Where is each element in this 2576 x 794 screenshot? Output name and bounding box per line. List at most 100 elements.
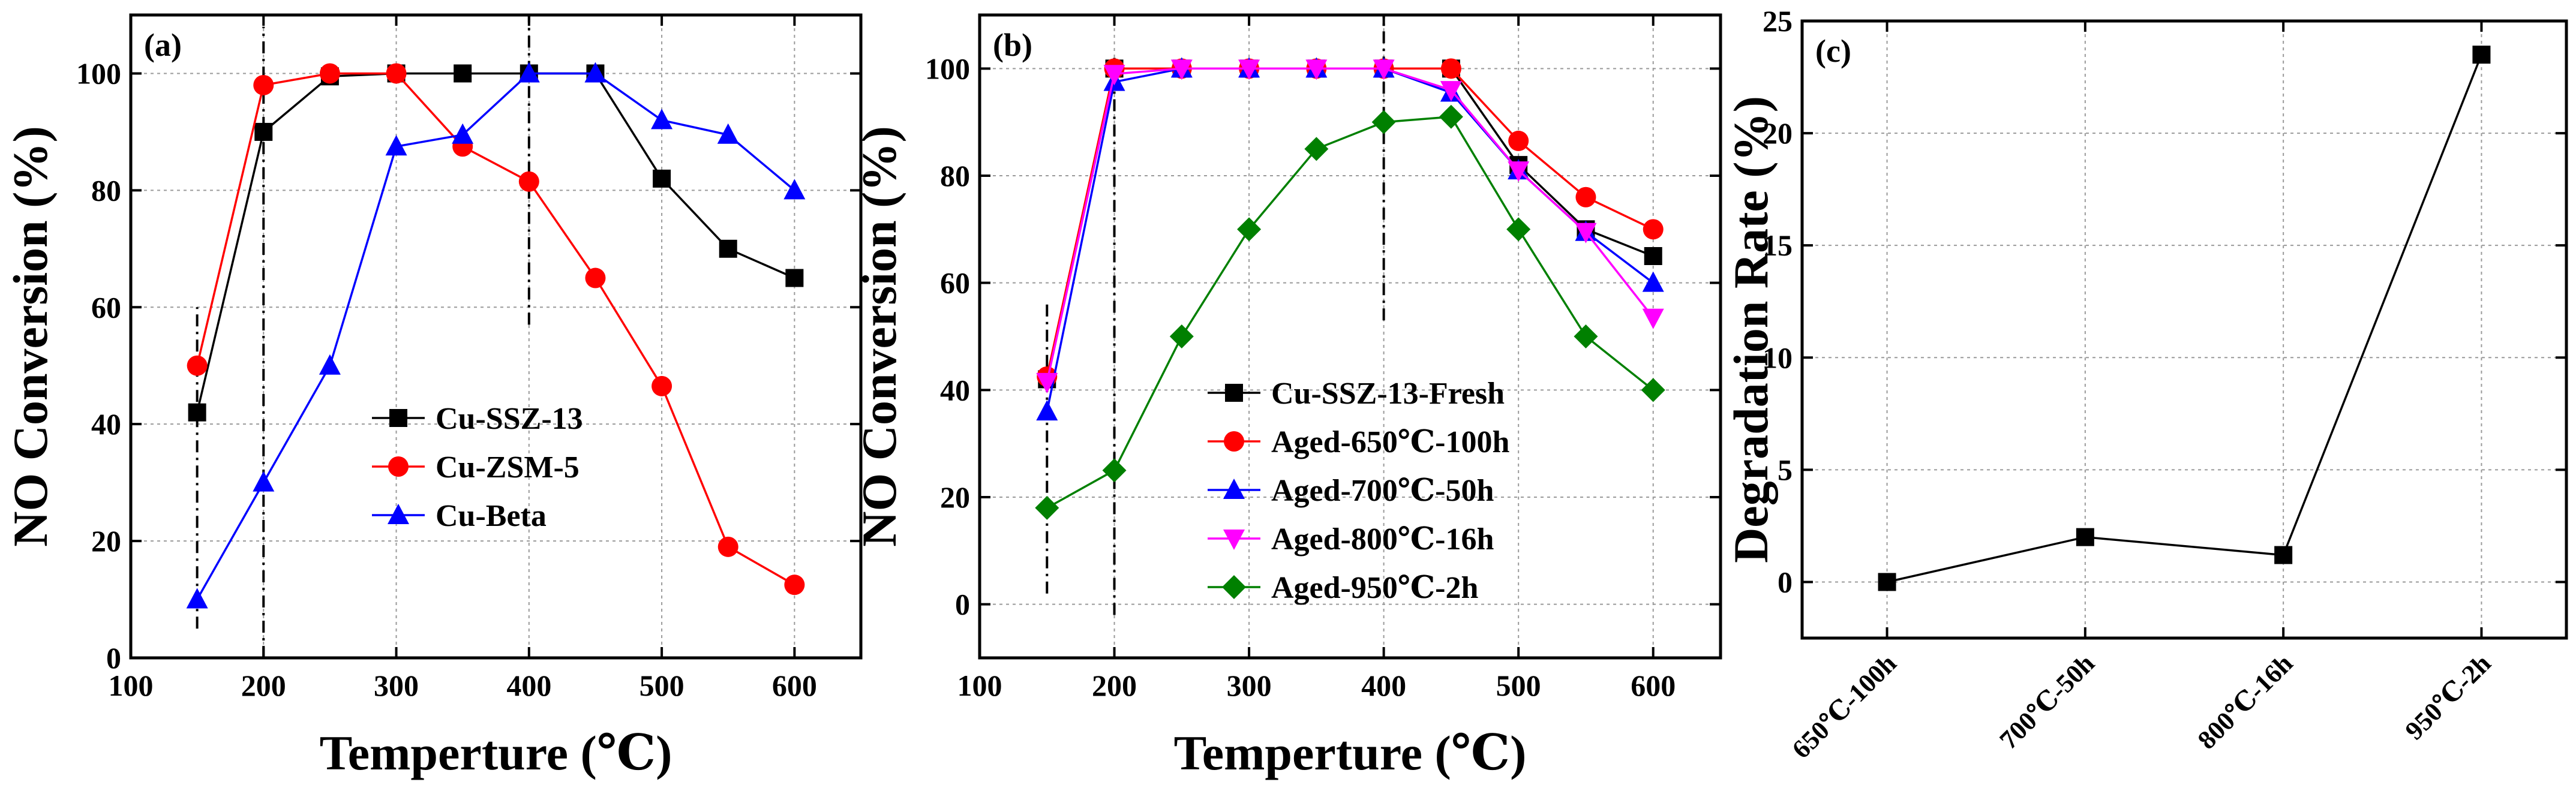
data-point — [1373, 59, 1395, 80]
y-tick-label: 5 — [1778, 453, 1793, 486]
data-point — [2274, 546, 2293, 564]
data-point — [1169, 324, 1194, 348]
series-line-2 — [196, 72, 795, 586]
data-point — [719, 239, 737, 258]
legend-label: Cu-SSZ-13 — [436, 402, 583, 436]
legend-label: Cu-Beta — [436, 499, 547, 533]
data-point — [253, 471, 275, 492]
chart-panel-1: 0 20 40 60 80 100 100 200 300 400 500 600 Temperture… — [3, 13, 863, 780]
data-point — [186, 588, 208, 609]
data-point — [653, 169, 671, 188]
legend-label: Cu-ZSM-5 — [436, 450, 580, 485]
y-tick-label: 100 — [76, 56, 121, 90]
x-tick-label: 100 — [957, 669, 1002, 702]
data-point — [717, 123, 739, 144]
x-tick-label: 400 — [1361, 669, 1406, 702]
data-point — [1036, 372, 1058, 393]
data-point — [319, 63, 340, 84]
data-point — [1642, 308, 1664, 329]
data-point — [518, 171, 539, 192]
data-point — [584, 62, 607, 83]
legend-marker — [1224, 431, 1244, 452]
data-point — [1575, 222, 1597, 243]
y-tick-label: 20 — [940, 480, 970, 514]
x-tick-label: 200 — [241, 669, 286, 702]
legend-marker — [1223, 530, 1245, 550]
data-point — [1103, 65, 1125, 86]
data-point — [1170, 59, 1193, 80]
data-point — [1643, 219, 1664, 240]
data-point — [187, 355, 208, 376]
series-line-1 — [1046, 67, 1654, 380]
x-category-label: 650℃-100h — [1787, 648, 1902, 764]
y-tick-label: 60 — [91, 290, 121, 324]
y-axis-title: Degradation Rate (%) — [1724, 96, 1778, 563]
x-axis-title: Temperture (℃) — [320, 726, 672, 780]
data-point — [1641, 378, 1665, 402]
y-tick-label: 0 — [1778, 565, 1793, 598]
y-tick-label: 15 — [1763, 228, 1793, 262]
data-point — [783, 179, 806, 200]
x-tick-label: 300 — [1227, 669, 1272, 702]
chart-panel-2: 0 20 40 60 80 100 100 200 300 400 500 600 Temperture… — [852, 13, 1722, 780]
data-point — [253, 74, 274, 95]
y-tick-label: 60 — [940, 266, 970, 300]
data-point — [386, 63, 407, 84]
data-point — [1102, 458, 1127, 483]
x-tick-label: 100 — [109, 669, 154, 702]
data-point — [1878, 573, 1896, 591]
data-point — [2076, 528, 2094, 546]
legend: Cu-SSZ-13 Cu-ZSM-5 Cu-Beta — [372, 402, 583, 533]
legend: Cu-SSZ-13-Fresh Aged-650℃-100h Aged-700℃-5… — [1208, 377, 1509, 605]
data-point — [385, 135, 407, 156]
data-point — [717, 536, 738, 557]
y-tick-label: 40 — [91, 407, 121, 441]
data-point — [1439, 104, 1463, 129]
data-point — [1440, 81, 1462, 102]
plot-frame — [1800, 19, 2568, 640]
chart-panel-3: 0 5 10 15 20 25 650℃-100h 700℃-50h 800℃-16h 950℃-… — [1724, 4, 2568, 764]
panel-label: (a) — [144, 27, 182, 63]
data-point — [1506, 217, 1531, 242]
y-tick-label: 0 — [955, 588, 970, 621]
data-point — [1035, 495, 1059, 520]
data-point — [651, 109, 673, 130]
data-point — [1508, 130, 1529, 151]
legend-label: Aged-700℃-50h — [1271, 474, 1494, 508]
x-tick-label: 600 — [1631, 669, 1676, 702]
data-point — [1371, 110, 1396, 134]
y-tick-label: 40 — [940, 373, 970, 407]
y-tick-label: 100 — [925, 52, 970, 85]
y-axis-title: NO Conversion (%) — [3, 126, 58, 547]
series-line-3 — [196, 72, 795, 600]
legend-label: Aged-650℃-100h — [1271, 425, 1509, 459]
legend-marker — [389, 409, 407, 427]
data-point — [1036, 400, 1058, 421]
y-tick-label: 0 — [106, 641, 121, 675]
x-category-label: 700℃-50h — [1994, 648, 2100, 754]
data-point — [1644, 247, 1662, 265]
legend-label: Aged-800℃-16h — [1271, 522, 1494, 557]
data-point — [1238, 59, 1260, 80]
data-point — [254, 122, 273, 141]
x-axis-title: Temperture (℃) — [1174, 726, 1527, 780]
data-point — [1574, 324, 1598, 348]
series-line-5 — [1046, 115, 1654, 509]
x-tick-label: 300 — [374, 669, 419, 702]
data-point — [319, 354, 341, 375]
data-point — [188, 403, 206, 422]
legend-marker — [1225, 384, 1243, 402]
plot-frame — [978, 13, 1722, 660]
panel-label: (c) — [1815, 33, 1851, 69]
data-point — [1642, 271, 1664, 292]
y-tick-label: 10 — [1763, 341, 1793, 374]
data-point — [784, 575, 805, 596]
data-point — [2472, 46, 2491, 64]
x-category-label: 800℃-16h — [2192, 648, 2298, 754]
legend-marker — [1222, 575, 1246, 599]
series-line-1 — [196, 72, 795, 413]
y-tick-label: 20 — [91, 524, 121, 558]
x-tick-label: 500 — [640, 669, 684, 702]
x-category-label: 950℃-2h — [2400, 648, 2497, 745]
